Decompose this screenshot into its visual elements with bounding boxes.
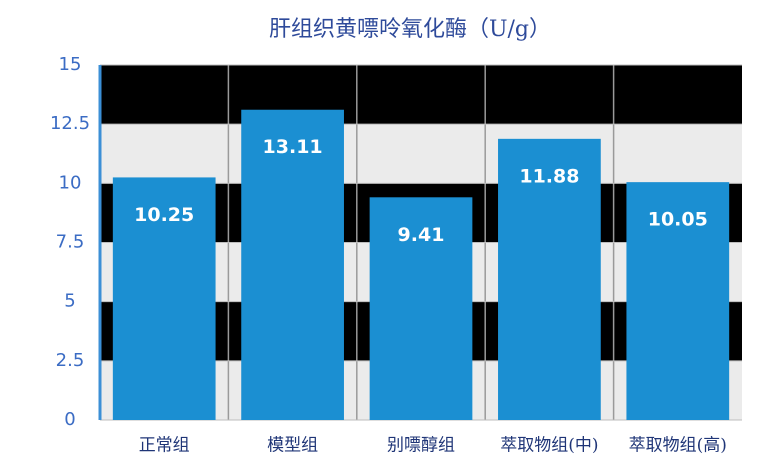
y-tick-label: 7.5	[56, 232, 85, 253]
y-tick-label: 12.5	[50, 113, 90, 134]
y-tick-label: 10	[59, 172, 82, 193]
x-tick-label: 正常组	[139, 436, 190, 456]
bar	[369, 197, 473, 420]
stripe	[100, 65, 742, 125]
x-tick-label: 模型组	[267, 436, 318, 456]
value-label: 10.25	[134, 204, 194, 226]
y-tick-label: 0	[64, 409, 75, 430]
value-label: 11.88	[519, 165, 579, 187]
stripe	[100, 124, 742, 184]
y-tick-label: 5	[64, 291, 75, 312]
bar	[241, 109, 344, 420]
value-label: 13.11	[263, 136, 323, 158]
chart-title: 肝组织黄嘌呤氧化酶（U/g）	[269, 17, 551, 42]
bar	[112, 177, 216, 420]
bar	[498, 138, 601, 420]
y-tick-label: 2.5	[56, 350, 85, 371]
x-tick-label: 萃取物组(高)	[629, 436, 727, 456]
value-label: 9.41	[398, 224, 445, 246]
x-tick-label: 别嘌醇组	[387, 436, 455, 456]
x-tick-label: 萃取物组(中)	[500, 436, 598, 456]
bar	[626, 182, 730, 420]
y-tick-label: 15	[59, 54, 82, 75]
value-label: 10.05	[648, 209, 708, 231]
